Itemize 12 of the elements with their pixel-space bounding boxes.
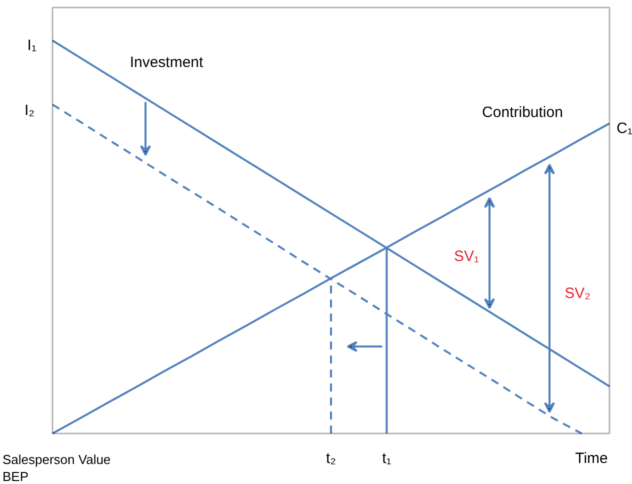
text: I₁ xyxy=(27,37,37,54)
text: C₁ xyxy=(616,120,632,137)
annotation: SV₂ xyxy=(564,285,591,302)
x-tick-label: t₁ xyxy=(382,450,392,467)
x-tick-label: t₂ xyxy=(326,450,336,467)
annotation: Investment xyxy=(130,54,204,71)
annotation: SV₁ xyxy=(454,248,480,265)
text: BEP xyxy=(2,469,29,484)
x-axis-title: Time xyxy=(575,450,608,467)
annotation: Contribution xyxy=(482,104,563,121)
text: Salesperson Value xyxy=(2,452,111,467)
text: I₂ xyxy=(24,102,35,119)
